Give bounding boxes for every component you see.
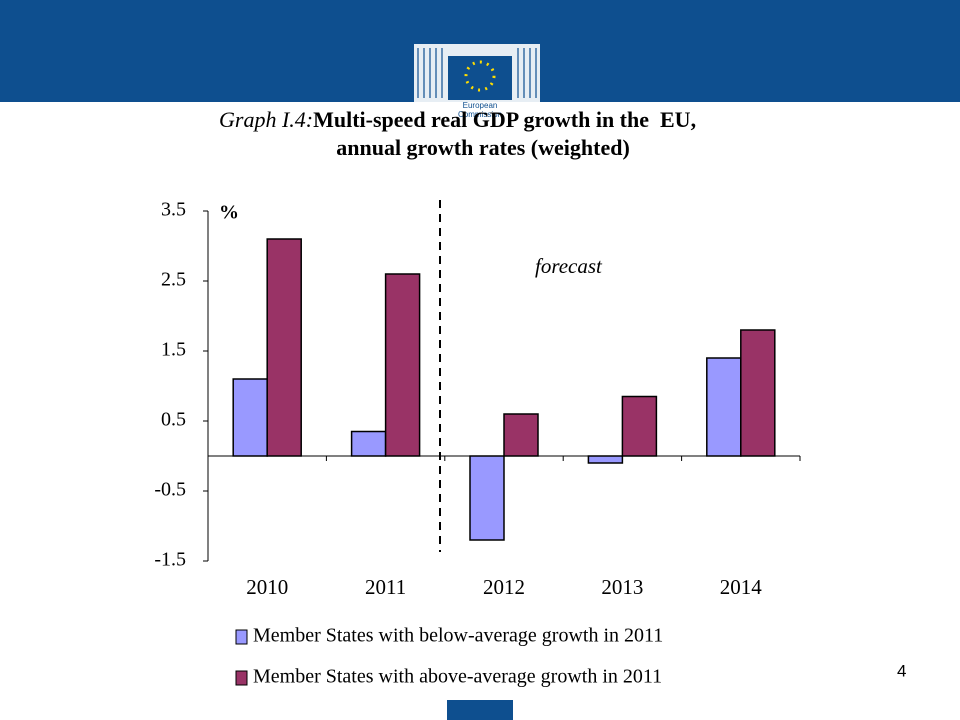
title-text: Multi-speed real GDP growth in the EU,: [313, 107, 696, 132]
bar: [384, 273, 421, 457]
x-tick-label: 2010: [246, 575, 288, 599]
bar: [740, 329, 776, 457]
bar: [469, 455, 505, 541]
y-tick-label: -1.5: [154, 549, 186, 571]
x-tick-label: 2012: [483, 575, 525, 599]
footer-block: [447, 700, 513, 720]
bar: [706, 357, 742, 457]
logo-lines: [417, 48, 537, 98]
chart-title: Graph I.4:Multi-speed real GDP growth in…: [219, 107, 696, 132]
legend-label: Member States with above-average growth …: [253, 666, 662, 688]
x-tick-label: 2011: [365, 575, 406, 599]
y-unit: %: [219, 202, 239, 224]
annotation: forecast: [535, 254, 603, 278]
x-tick-label: 2014: [720, 575, 763, 599]
bar: [621, 395, 658, 457]
logo-flag: [448, 56, 512, 100]
y-tick-label: 3.5: [161, 199, 186, 221]
bar: [266, 238, 302, 457]
chart-subtitle: annual growth rates (weighted): [336, 135, 630, 160]
bar: [350, 430, 387, 457]
logo-text: European: [463, 101, 498, 110]
title-label: Graph I.4:: [219, 107, 313, 132]
y-tick-label: -0.5: [154, 479, 186, 501]
logo-stars: [464, 60, 496, 92]
y-tick-label: 0.5: [161, 409, 186, 431]
logo: European Commission: [414, 44, 540, 119]
legend-swatch: [235, 670, 248, 686]
bar: [587, 455, 624, 464]
bar: [503, 413, 539, 457]
legend-swatch: [235, 629, 248, 645]
page-number: 4: [897, 661, 906, 680]
y-tick-label: 2.5: [161, 269, 186, 291]
x-tick-label: 2013: [601, 575, 643, 599]
y-tick-label: 1.5: [161, 339, 186, 361]
logo-text: Commission: [458, 110, 502, 119]
bar: [232, 378, 268, 457]
legend-label: Member States with below-average growth …: [253, 625, 663, 647]
